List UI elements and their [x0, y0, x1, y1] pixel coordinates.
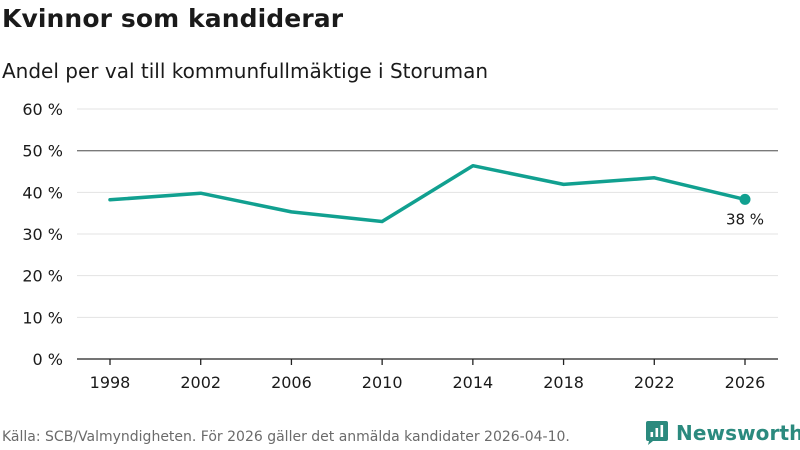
last-point-label: 38 % — [726, 210, 764, 228]
x-tick-label: 2010 — [362, 373, 403, 392]
logo-text: Newsworthy — [676, 421, 800, 445]
series-line — [108, 163, 747, 224]
x-tick-label: 2002 — [180, 373, 221, 392]
y-tick-label: 0 % — [33, 350, 63, 369]
y-tick-label: 30 % — [22, 225, 63, 244]
newsworthy-logo: Newsworthy — [644, 420, 800, 446]
x-tick-label: 2006 — [271, 373, 312, 392]
x-tick-label: 2018 — [543, 373, 584, 392]
x-tick-label: 2026 — [725, 373, 766, 392]
y-tick-label: 50 % — [22, 142, 63, 161]
y-tick-label: 60 % — [22, 100, 63, 119]
newsworthy-logo-icon — [646, 421, 668, 445]
source-note: Källa: SCB/Valmyndigheten. För 2026 gäll… — [2, 429, 570, 445]
y-tick-label: 40 % — [22, 183, 63, 202]
last-point-marker — [739, 193, 751, 205]
x-tick-label: 2014 — [452, 373, 493, 392]
y-tick-label: 10 % — [22, 308, 63, 327]
x-tick-label: 1998 — [90, 373, 131, 392]
chart-subtitle: Andel per val till kommunfullmäktige i S… — [2, 59, 489, 83]
y-tick-label: 20 % — [22, 267, 63, 286]
x-tick-label: 2022 — [634, 373, 675, 392]
chart-title: Kvinnor som kandiderar — [2, 4, 344, 33]
